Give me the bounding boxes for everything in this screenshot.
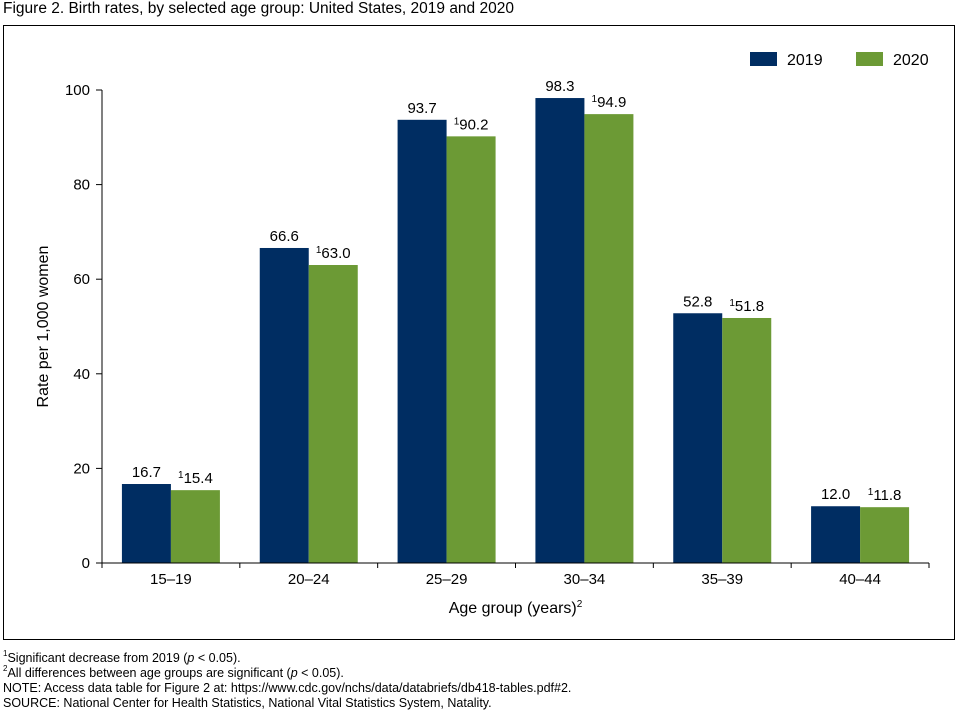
footnotes: 1Significant decrease from 2019 (p < 0.0… xyxy=(3,648,572,711)
data-label-2020-20–24: 163.0 xyxy=(316,245,351,262)
x-tick-label-30–34: 30–34 xyxy=(564,571,606,588)
legend-swatch-2020 xyxy=(856,52,883,66)
bar-2020-15–19 xyxy=(170,490,220,563)
x-tick-label-15–19: 15–19 xyxy=(150,571,192,588)
x-tick-label-20–24: 20–24 xyxy=(288,571,330,588)
figure-title: Figure 2. Birth rates, by selected age g… xyxy=(3,0,514,17)
footnote-marker: 1 xyxy=(454,116,460,127)
data-label-2020-25–29: 190.2 xyxy=(454,116,489,133)
data-label-2019-35–39: 52.8 xyxy=(683,293,712,310)
footnote-marker: 1 xyxy=(178,470,184,481)
bar-2020-30–34 xyxy=(584,114,634,564)
bar-2019-35–39 xyxy=(673,313,723,563)
legend-label-2020: 2020 xyxy=(893,52,929,69)
bar-2019-40–44 xyxy=(811,506,861,563)
data-label-2020-40–44: 111.8 xyxy=(868,487,902,504)
bar-2020-25–29 xyxy=(446,136,496,563)
y-tick-label-60: 60 xyxy=(73,271,90,288)
y-tick-label-20: 20 xyxy=(73,460,90,477)
x-axis-title: Age group (years)2 xyxy=(449,599,583,617)
legend: 2019 2020 xyxy=(750,52,929,69)
bars-layer xyxy=(121,98,910,564)
y-tick-label-0: 0 xyxy=(82,555,90,572)
bar-chart: 16.7 115.466.6163.093.7190.298.3194.952.8… xyxy=(35,52,930,617)
footnote-marker: 1 xyxy=(592,94,598,105)
footnote-note: NOTE: Access data table for Figure 2 at:… xyxy=(3,681,572,695)
data-value: 90.2 xyxy=(459,116,488,133)
y-axis-title: Rate per 1,000 women xyxy=(35,246,52,408)
footnote-source: SOURCE: National Center for Health Stati… xyxy=(3,696,492,710)
data-value: 51.8 xyxy=(735,298,764,315)
footnote-marker: 1 xyxy=(316,245,322,256)
y-tick-label-40: 40 xyxy=(73,366,90,383)
x-axis-title-footnote-marker: 2 xyxy=(577,599,583,610)
footnote-2: 2All differences between age groups are … xyxy=(3,663,344,680)
bar-2019-20–24 xyxy=(259,247,309,563)
x-tick-label-25–29: 25–29 xyxy=(426,571,468,588)
data-value: 63.0 xyxy=(321,245,350,262)
y-tick-label-100: 100 xyxy=(65,82,90,99)
data-label-2019-15–19: 16.7 xyxy=(132,464,161,481)
x-tick-label-35–39: 35–39 xyxy=(701,571,743,588)
footnote-marker: 1 xyxy=(868,487,874,498)
x-tick-label-40–44: 40–44 xyxy=(839,571,881,588)
bar-2020-35–39 xyxy=(722,317,772,563)
chart-frame: 16.7 115.4 66.6 163.0 93.7 190.2 98.3 194.9 52.8… xyxy=(3,25,955,640)
axes-layer: 15–19 20–24 25–29 30–34 35–39 40–44 0 20 40 60 80 1… xyxy=(35,82,930,617)
data-value: 15.4 xyxy=(184,470,213,487)
data-label-2020-35–39: 151.8 xyxy=(729,298,764,315)
data-labels-layer: 16.7 115.466.6163.093.7190.298.3194.952.8… xyxy=(132,78,902,504)
data-label-2019-20–24: 66.6 xyxy=(270,228,299,245)
footnote-marker: 1 xyxy=(729,298,735,309)
bar-2019-30–34 xyxy=(535,98,585,563)
data-label-2019-40–44: 12.0 xyxy=(821,486,850,503)
bar-2020-40–44 xyxy=(860,507,910,563)
data-value: 94.9 xyxy=(597,94,626,111)
data-label-2019-30–34: 98.3 xyxy=(545,78,574,95)
data-label-2019-25–29: 93.7 xyxy=(407,100,436,117)
legend-label-2019: 2019 xyxy=(787,52,823,69)
bar-2019-15–19 xyxy=(121,484,171,563)
data-label-2020-30–34: 194.9 xyxy=(592,94,627,111)
footnote-1: 1Significant decrease from 2019 (p < 0.0… xyxy=(3,648,241,665)
data-label-2020-15–19: 115.4 xyxy=(178,470,213,487)
bar-2020-20–24 xyxy=(308,265,358,563)
legend-swatch-2019 xyxy=(750,52,777,66)
bar-2019-25–29 xyxy=(397,119,447,563)
data-value: 11.8 xyxy=(873,487,901,504)
y-tick-label-80: 80 xyxy=(73,177,90,194)
